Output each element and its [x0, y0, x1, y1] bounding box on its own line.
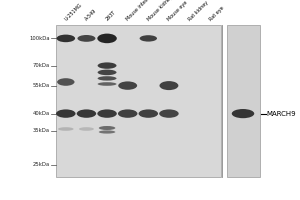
Text: 293T: 293T — [105, 10, 117, 22]
Ellipse shape — [232, 109, 254, 118]
Ellipse shape — [97, 109, 117, 118]
Text: Rat eye: Rat eye — [208, 5, 225, 22]
Text: Rat kidney: Rat kidney — [188, 0, 209, 22]
Text: A-549: A-549 — [84, 8, 98, 22]
Ellipse shape — [160, 81, 178, 90]
Ellipse shape — [77, 109, 96, 118]
Ellipse shape — [77, 35, 95, 42]
Ellipse shape — [98, 82, 116, 86]
Text: U-251MG: U-251MG — [64, 2, 83, 22]
Ellipse shape — [159, 109, 179, 118]
Bar — [56, 25, 220, 177]
Ellipse shape — [118, 109, 137, 118]
Text: 40kDa: 40kDa — [33, 111, 50, 116]
Text: Mouse eye: Mouse eye — [167, 0, 189, 22]
Ellipse shape — [98, 76, 116, 81]
Ellipse shape — [98, 62, 116, 69]
Bar — [226, 25, 260, 177]
Text: 25kDa: 25kDa — [33, 162, 50, 168]
Text: Mouse intestine: Mouse intestine — [126, 0, 157, 22]
Ellipse shape — [57, 78, 74, 86]
Text: Mouse kidney: Mouse kidney — [146, 0, 174, 22]
Ellipse shape — [139, 109, 158, 118]
Ellipse shape — [140, 35, 157, 42]
Ellipse shape — [56, 109, 76, 118]
Text: 70kDa: 70kDa — [33, 63, 50, 68]
Ellipse shape — [56, 35, 75, 42]
Ellipse shape — [118, 81, 137, 90]
Text: 100kDa: 100kDa — [30, 36, 50, 41]
Ellipse shape — [98, 70, 116, 75]
Text: 55kDa: 55kDa — [33, 83, 50, 88]
Ellipse shape — [58, 127, 74, 131]
Ellipse shape — [97, 34, 117, 43]
Text: 35kDa: 35kDa — [33, 129, 50, 134]
Text: MARCH9: MARCH9 — [266, 111, 296, 117]
Ellipse shape — [79, 127, 94, 131]
Ellipse shape — [99, 126, 115, 130]
Ellipse shape — [99, 130, 115, 134]
